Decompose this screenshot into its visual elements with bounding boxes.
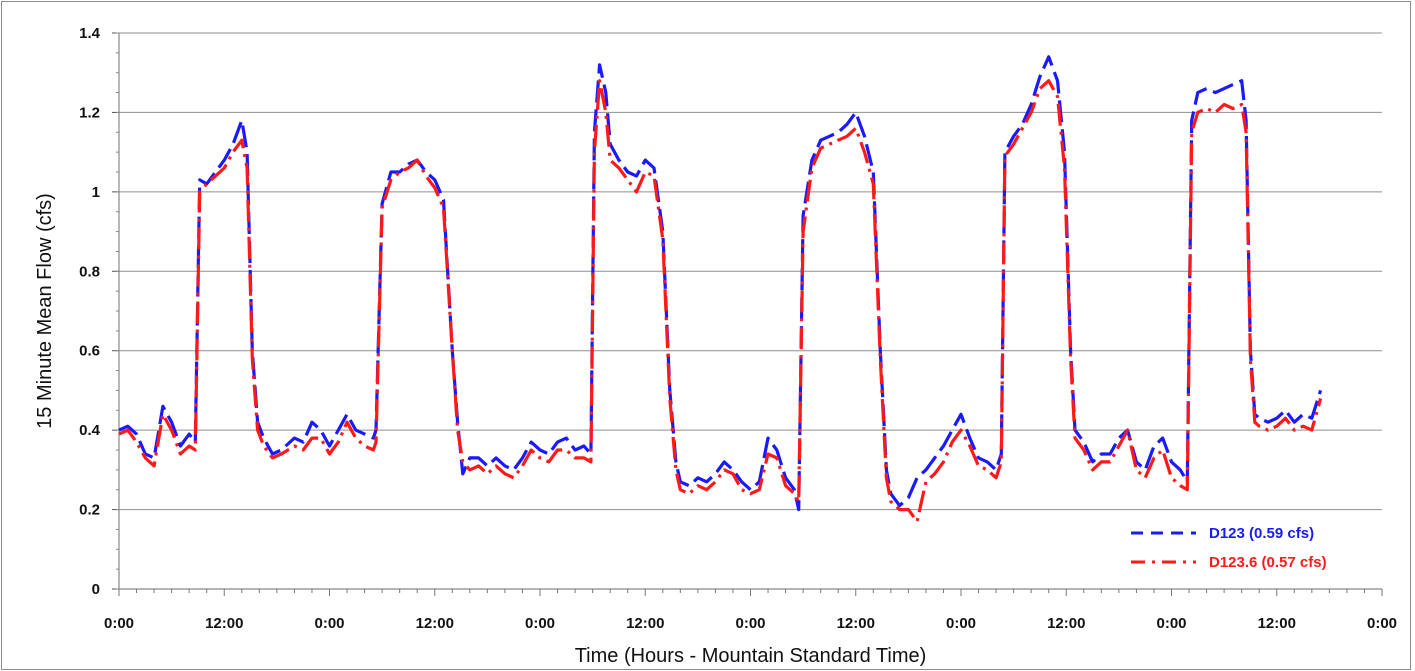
- gridlines: [119, 32, 1382, 511]
- legend: D123 (0.59 cfs) D123.6 (0.57 cfs): [1131, 525, 1327, 571]
- y-tick-label: 1.2: [79, 104, 100, 121]
- x-axis-title: Time (Hours - Mountain Standard Time): [575, 645, 927, 667]
- x-tick-label: 0:00: [1156, 615, 1186, 632]
- axes: [112, 32, 1383, 596]
- legend-label-1: D123 (0.59 cfs): [1209, 525, 1314, 542]
- series-line-2: [118, 79, 1323, 524]
- x-tick-label: 12:00: [1258, 615, 1296, 632]
- x-tick-label: 0:00: [104, 615, 134, 632]
- legend-label-2: D123.6 (0.57 cfs): [1209, 554, 1327, 571]
- x-tick-label: 0:00: [1367, 615, 1397, 632]
- y-tick-label: 0.8: [79, 263, 100, 280]
- y-tick-label: 0.2: [79, 502, 100, 519]
- x-tick-label: 12:00: [626, 615, 664, 632]
- x-tick-label: 12:00: [205, 615, 243, 632]
- series-lines: [118, 55, 1323, 524]
- y-tick-label: 0.4: [79, 422, 101, 439]
- x-tick-label: 12:00: [1047, 615, 1085, 632]
- x-tick-label: 0:00: [525, 615, 555, 632]
- x-tick-label: 0:00: [946, 615, 976, 632]
- x-tick-label: 0:00: [314, 615, 344, 632]
- x-tick-label: 0:00: [735, 615, 765, 632]
- series-line-1: [118, 55, 1323, 512]
- y-tick-label: 1: [92, 184, 100, 201]
- x-tick-label: 12:00: [837, 615, 875, 632]
- tick-labels: 0 0.2 0.4 0.6 0.8 1 1.2 1.4 0:00 12:00 0:00 12:00 0:…: [79, 25, 1397, 632]
- x-tick-label: 12:00: [416, 615, 454, 632]
- y-tick-label: 0: [92, 581, 100, 598]
- y-axis-title: 15 Minute Mean Flow (cfs): [34, 193, 56, 429]
- y-tick-label: 1.4: [79, 25, 101, 42]
- y-tick-label: 0.6: [79, 343, 100, 360]
